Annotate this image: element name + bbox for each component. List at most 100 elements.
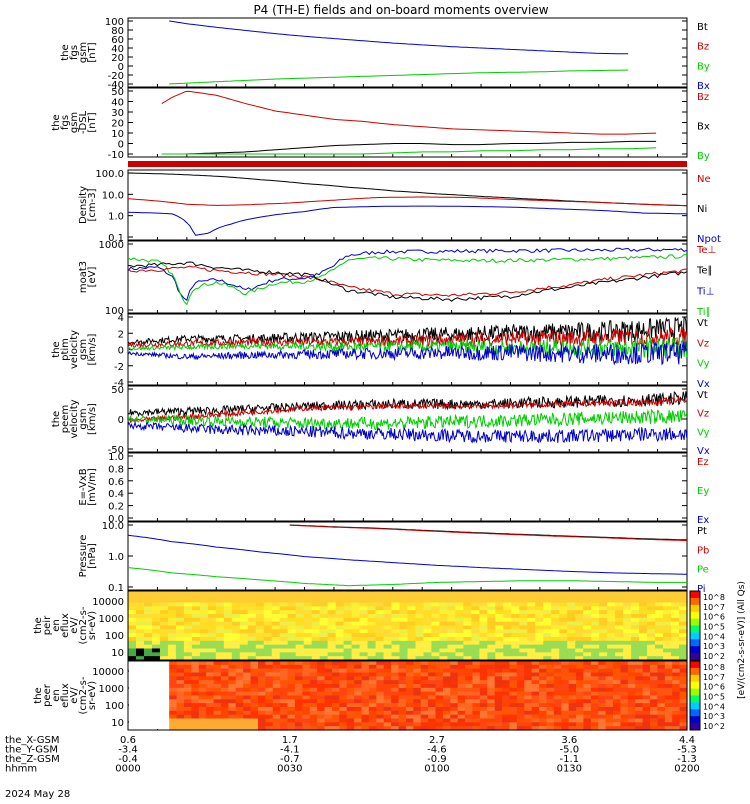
heatmap-cell <box>167 652 177 657</box>
heatmap-cell <box>524 684 533 689</box>
heatmap-cell <box>516 695 525 700</box>
heatmap-cell <box>207 652 217 657</box>
heatmap-cell <box>613 695 622 700</box>
heatmap-cell <box>642 684 651 689</box>
heatmap-cell <box>635 695 644 700</box>
heatmap-cell <box>250 695 259 700</box>
heatmap-cell <box>455 652 464 657</box>
heatmap-cell <box>220 687 229 693</box>
heatmap-cell <box>368 672 377 677</box>
ylabel-line: velocity <box>69 330 80 369</box>
heatmap-cell <box>228 710 237 716</box>
heatmap-cell <box>494 684 503 689</box>
heatmap-cell <box>354 695 363 700</box>
heatmap-cell <box>294 687 303 693</box>
heatmap-cell <box>143 606 153 611</box>
heatmap-cell <box>175 610 185 615</box>
heatmap-cell <box>199 591 209 596</box>
heatmap-cell <box>647 602 656 607</box>
heatmap-cell <box>607 644 616 650</box>
heatmap-cell <box>250 672 259 677</box>
heatmap-cell <box>383 703 392 708</box>
heatmap-cell <box>407 602 417 607</box>
heatmap-cell <box>450 668 459 674</box>
heatmap-cell <box>243 710 252 716</box>
heatmap-cell <box>465 714 474 720</box>
heatmap-cell <box>487 664 496 670</box>
heatmap-cell <box>509 687 518 693</box>
heatmap-cell <box>243 668 252 674</box>
heatmap-cell <box>151 656 161 661</box>
heatmap-cell <box>527 594 536 600</box>
heatmap-cell <box>191 664 200 670</box>
heatmap-cell <box>272 672 281 677</box>
heatmap-cell <box>327 656 337 661</box>
heatmap-cell <box>159 648 169 653</box>
heatmap-cell <box>287 606 297 611</box>
heatmap-cell <box>663 625 672 630</box>
heatmap-cell <box>655 606 664 611</box>
heatmap-cell <box>309 676 318 681</box>
heatmap-cell <box>405 707 414 712</box>
heatmap-cell <box>679 699 688 704</box>
heatmap-cell <box>287 602 297 607</box>
heatmap-cell <box>479 602 488 607</box>
heatmap-cell <box>531 707 540 712</box>
heatmap-cell <box>543 656 552 661</box>
heatmap-cell <box>463 640 472 646</box>
heatmap-cell <box>339 710 348 716</box>
heatmap-cell <box>287 591 297 596</box>
heatmap-cell <box>343 625 353 630</box>
heatmap-cell <box>598 722 607 727</box>
heatmap-cell <box>455 629 464 634</box>
heatmap-cell <box>590 661 599 666</box>
heatmap-cell <box>265 703 274 708</box>
heatmap-cell <box>207 614 217 619</box>
heatmap-cell <box>657 684 666 689</box>
heatmap-cell <box>287 710 296 716</box>
heatmap-cell <box>535 621 544 627</box>
heatmap-cell <box>613 691 622 697</box>
heatmap-cell <box>215 591 225 596</box>
legend-Vt: Vt <box>697 390 708 401</box>
heatmap-cell <box>191 718 200 723</box>
heatmap-cell <box>295 629 305 634</box>
heatmap-cell <box>415 621 425 627</box>
heatmap-cell <box>263 648 273 653</box>
heatmap-cell <box>472 661 481 666</box>
heatmap-cell <box>309 672 318 677</box>
heatmap-cell <box>303 621 313 627</box>
heatmap-cell <box>250 710 259 716</box>
heatmap-cell <box>647 598 656 604</box>
heatmap-cell <box>511 598 520 604</box>
heatmap-cell <box>598 714 607 720</box>
heatmap-cell <box>672 726 681 731</box>
heatmap-cell <box>553 680 562 685</box>
heatmap-cell <box>231 617 241 623</box>
heatmap-cell <box>359 594 369 600</box>
heatmap-cell <box>279 648 289 653</box>
heatmap-cell <box>664 691 673 697</box>
heatmap-cell <box>465 687 474 693</box>
heatmap-cell <box>167 591 177 596</box>
heatmap-cell <box>642 680 651 685</box>
heatmap-cell <box>391 680 400 685</box>
heatmap-cell <box>383 726 392 731</box>
heatmap-cell <box>383 695 392 700</box>
heatmap-cell <box>250 699 259 704</box>
heatmap-cell <box>175 625 185 630</box>
panel-frame <box>127 452 688 522</box>
heatmap-cell <box>383 714 392 720</box>
heatmap-cell <box>479 661 488 666</box>
heatmap-cell <box>420 710 429 716</box>
heatmap-cell <box>465 668 474 674</box>
heatmap-cell <box>415 656 425 661</box>
heatmap-cell <box>257 707 266 712</box>
heatmap-cell <box>413 664 422 670</box>
heatmap-cell <box>327 637 337 642</box>
heatmap-cell <box>198 722 207 727</box>
heatmap-cell <box>420 703 429 708</box>
heatmap-cell <box>615 629 624 634</box>
heatmap-cell <box>472 680 481 685</box>
heatmap-cell <box>671 644 680 650</box>
